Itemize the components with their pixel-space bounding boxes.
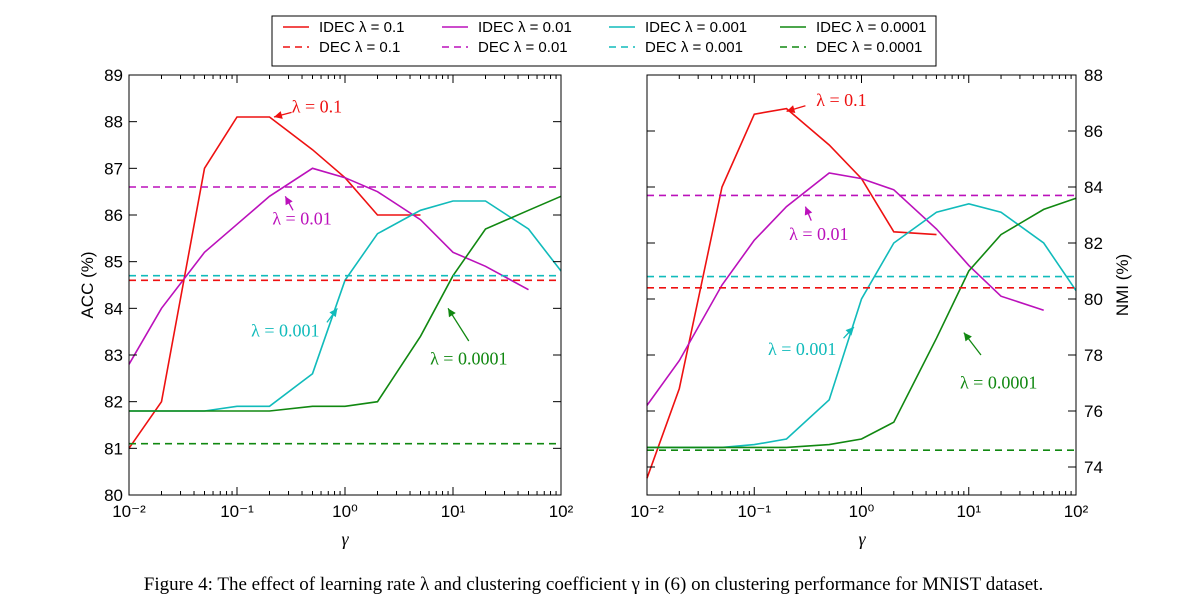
acc-x-tick-label: 10² [549,502,574,521]
legend-label-idec-lambda-0-0001: IDEC λ = 0.0001 [816,19,926,36]
acc-annotation-arrowhead [448,308,456,318]
nmi-y-tick-label: 76 [1084,402,1103,421]
acc-annotation-arrowhead [329,308,338,318]
nmi-series-idec-lambda-0-01 [646,172,1044,406]
acc-x-tick-label: 10⁰ [332,502,358,521]
legend-box [271,15,937,67]
nmi-y-tick-label: 82 [1084,234,1103,253]
acc-y-tick-label: 86 [104,206,123,225]
acc-y-tick-label: 85 [104,253,123,272]
legend-label-idec-lambda-0-01: IDEC λ = 0.01 [478,19,572,36]
nmi-y-axis-label: NMI (%) [1113,254,1132,316]
acc-y-tick-label: 87 [104,159,123,178]
nmi-x-axis-label: γ [858,529,866,549]
nmi-annotation-arrowhead [963,332,972,342]
acc-y-tick-label: 88 [104,113,123,132]
legend-label-dec-lambda-0-01: DEC λ = 0.01 [478,39,568,56]
acc-annotation-lambda-0-01: λ = 0.01 [272,208,331,228]
acc-annotation-lambda-0-1: λ = 0.1 [292,96,342,116]
acc-x-tick-label: 10⁻¹ [220,502,254,521]
acc-y-tick-label: 83 [104,346,123,365]
acc-series-idec-lambda-0-001 [129,200,562,412]
nmi-y-tick-label: 80 [1084,290,1103,309]
acc-y-tick-label: 82 [104,393,123,412]
nmi-x-tick-label: 10² [1064,502,1089,521]
nmi-x-tick-label: 10⁻¹ [737,502,771,521]
legend-label-dec-lambda-0-001: DEC λ = 0.001 [645,39,743,56]
acc-y-axis-label: ACC (%) [78,251,97,318]
acc-annotation-arrowhead [273,111,283,119]
acc-series-idec-lambda-0-01 [128,167,529,365]
nmi-annotation-lambda-0-01: λ = 0.01 [789,224,848,244]
nmi-x-tick-label: 10⁻² [630,502,664,521]
acc-y-tick-label: 80 [104,486,123,505]
legend-label-idec-lambda-0-001: IDEC λ = 0.001 [645,19,747,36]
acc-y-tick-label: 89 [104,66,123,85]
nmi-annotation-lambda-0-001: λ = 0.001 [768,339,836,359]
nmi-annotation-arrowhead [804,206,813,216]
acc-x-axis-label: γ [341,529,349,549]
nmi-annotation-arrowhead [845,327,854,336]
legend-label-idec-lambda-0-1: IDEC λ = 0.1 [319,19,404,36]
nmi-y-tick-label: 86 [1084,122,1103,141]
acc-y-tick-label: 84 [104,299,123,318]
acc-series-idec-lambda-0-0001 [129,195,562,412]
nmi-annotation-lambda-0-0001: λ = 0.0001 [960,373,1037,393]
nmi-series-idec-lambda-0-1 [646,107,937,479]
acc-chart: λ = 0.1 λ = 0.01 λ = 0.001 λ = 0.0001 10⁻² 1… [78,66,574,549]
nmi-plot-frame [646,74,1077,496]
nmi-y-tick-label: 84 [1084,178,1103,197]
legend-label-dec-lambda-0-0001: DEC λ = 0.0001 [816,39,922,56]
nmi-annotation-arrowhead [786,105,796,113]
nmi-y-tick-label: 78 [1084,346,1103,365]
legend-label-dec-lambda-0-1: DEC λ = 0.1 [319,39,400,56]
nmi-y-tick-label: 88 [1084,66,1103,85]
acc-annotation-arrowhead [285,196,293,206]
nmi-series-idec-lambda-0-0001 [647,197,1077,449]
acc-x-tick-label: 10⁻² [112,502,146,521]
figure-canvas: IDEC λ = 0.1 IDEC λ = 0.01 IDEC λ = 0.001 I… [78,15,1132,549]
nmi-x-tick-label: 10¹ [956,502,981,521]
nmi-x-tick-label: 10⁰ [849,502,875,521]
acc-y-tick-label: 81 [104,439,123,458]
nmi-annotation-lambda-0-1: λ = 0.1 [816,90,866,110]
acc-annotation-lambda-0-001: λ = 0.001 [251,320,319,340]
acc-x-tick-label: 10¹ [441,502,466,521]
acc-annotation-lambda-0-0001: λ = 0.0001 [430,348,507,368]
legend: IDEC λ = 0.1 IDEC λ = 0.01 IDEC λ = 0.001 I… [271,15,937,67]
acc-plot-frame [128,74,562,496]
figure-caption: Figure 4: The effect of learning rate λ … [143,574,1044,595]
nmi-chart: λ = 0.1 λ = 0.01 λ = 0.001 λ = 0.0001 10⁻² 1… [630,66,1132,549]
acc-series-idec-lambda-0-1 [128,116,421,449]
nmi-y-tick-label: 74 [1084,458,1103,477]
